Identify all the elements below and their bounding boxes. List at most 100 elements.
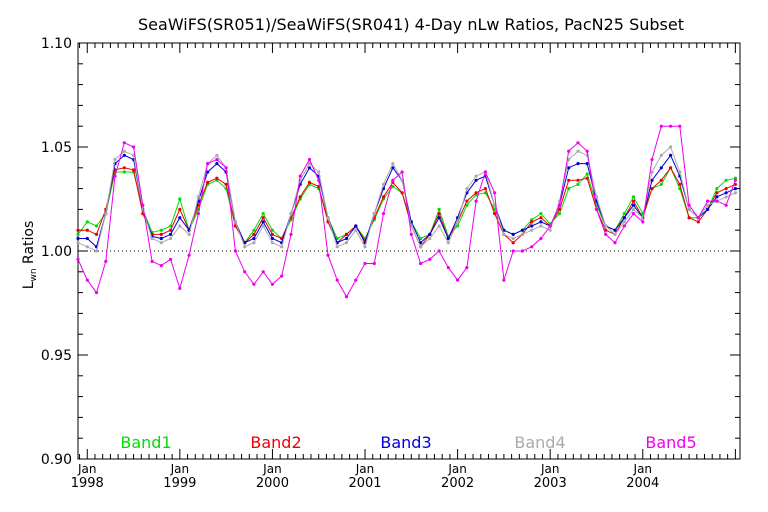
data-point xyxy=(196,212,200,216)
data-point xyxy=(474,191,478,195)
data-point xyxy=(631,203,636,207)
data-point xyxy=(594,207,599,211)
data-point xyxy=(419,245,423,249)
data-point xyxy=(483,170,487,174)
y-tick-label: 1.05 xyxy=(41,140,72,156)
data-point xyxy=(261,212,265,216)
data-point xyxy=(659,166,663,170)
data-point xyxy=(150,259,154,263)
data-point xyxy=(243,245,247,249)
data-point xyxy=(530,245,534,249)
data-point xyxy=(215,157,219,162)
data-point xyxy=(474,199,478,203)
data-point xyxy=(307,180,312,184)
data-point xyxy=(622,216,626,220)
data-point xyxy=(437,224,441,228)
data-point xyxy=(622,220,626,224)
data-point xyxy=(326,253,330,257)
data-point xyxy=(539,224,543,228)
data-point xyxy=(307,166,312,170)
data-point xyxy=(669,166,673,170)
data-point xyxy=(372,212,376,216)
data-point xyxy=(104,212,108,216)
data-point xyxy=(539,212,543,216)
data-point xyxy=(678,124,682,128)
y-axis-label-subscript: wn xyxy=(29,268,39,281)
data-point xyxy=(94,249,99,253)
data-point xyxy=(391,166,395,170)
series-band5 xyxy=(76,124,738,299)
data-point xyxy=(85,236,89,241)
data-point xyxy=(261,270,265,274)
x-tick-month-label: Jan xyxy=(540,462,560,476)
data-point xyxy=(483,187,487,191)
data-point xyxy=(557,207,562,211)
data-point xyxy=(613,241,617,245)
data-point xyxy=(354,228,358,232)
data-point xyxy=(724,191,728,195)
data-point xyxy=(94,291,99,295)
data-point xyxy=(604,232,608,236)
data-point xyxy=(724,195,728,199)
data-point xyxy=(687,207,691,211)
data-point xyxy=(567,178,571,182)
data-point xyxy=(474,178,478,182)
legend-label-band4: Band4 xyxy=(514,433,565,452)
data-point xyxy=(724,203,728,207)
data-point xyxy=(687,216,691,220)
data-point xyxy=(85,278,89,282)
data-point xyxy=(391,184,395,189)
data-point xyxy=(169,257,173,261)
data-point xyxy=(428,236,432,241)
data-point xyxy=(678,182,682,186)
y-tick-label: 1.10 xyxy=(41,36,72,52)
data-point xyxy=(539,236,543,241)
data-point xyxy=(576,178,580,182)
data-point xyxy=(428,232,432,236)
data-point xyxy=(511,249,515,253)
data-point xyxy=(113,174,117,178)
data-point xyxy=(530,228,534,232)
data-point xyxy=(113,157,117,162)
data-point xyxy=(391,178,395,182)
data-point xyxy=(344,295,349,299)
data-point xyxy=(169,224,173,228)
data-point xyxy=(169,228,173,232)
data-point xyxy=(733,187,738,191)
data-point xyxy=(289,232,293,236)
y-axis-label-rest: Ratios xyxy=(21,221,37,269)
data-point xyxy=(650,178,654,182)
data-point xyxy=(206,180,210,184)
data-point xyxy=(530,220,534,224)
data-point xyxy=(465,203,469,207)
data-point xyxy=(696,216,700,220)
data-point xyxy=(502,232,506,236)
data-point xyxy=(307,157,312,162)
data-point xyxy=(280,274,284,278)
data-point xyxy=(539,220,543,224)
data-point xyxy=(585,172,589,176)
data-point xyxy=(465,199,469,203)
data-point xyxy=(122,141,126,145)
series-line-band5 xyxy=(77,125,736,298)
y-axis: 0.90 0.95 1.00 1.05 1.10 xyxy=(41,36,740,468)
y-tick-label: 0.90 xyxy=(41,452,72,468)
data-point xyxy=(270,228,274,232)
data-point xyxy=(687,203,691,207)
data-point xyxy=(85,228,89,232)
y-tick-label: 0.95 xyxy=(41,348,72,364)
y-axis-label-main: L xyxy=(21,281,37,289)
data-point xyxy=(511,232,515,236)
data-point xyxy=(567,149,571,153)
data-point xyxy=(178,224,182,228)
y-tick-label: 1.00 xyxy=(41,244,72,260)
plot-frame xyxy=(77,42,741,460)
data-point xyxy=(576,162,580,166)
data-point xyxy=(261,220,265,224)
data-point xyxy=(724,187,728,191)
legend-label-band2: Band2 xyxy=(250,433,301,452)
data-point xyxy=(678,170,682,174)
data-point xyxy=(520,232,525,236)
data-point xyxy=(669,145,673,149)
